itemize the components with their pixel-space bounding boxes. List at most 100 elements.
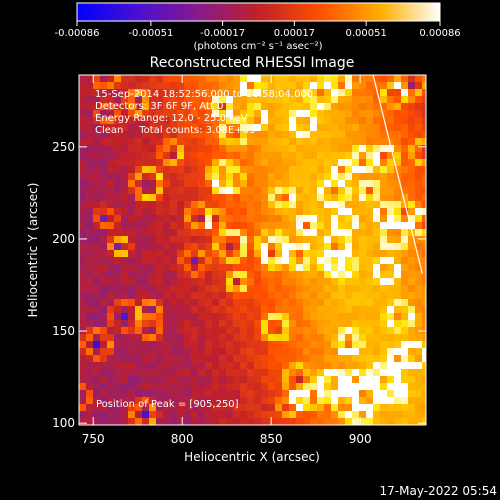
heatmap-pixel [338, 404, 346, 412]
heatmap-pixel [177, 264, 185, 272]
heatmap-pixel [240, 271, 248, 279]
heatmap-pixel [282, 334, 290, 342]
heatmap-pixel [366, 327, 374, 335]
heatmap-pixel [191, 369, 199, 377]
heatmap-pixel [240, 187, 248, 195]
heatmap-pixel [415, 243, 423, 251]
heatmap-pixel [156, 124, 164, 132]
heatmap-pixel [373, 152, 381, 160]
heatmap-pixel [345, 397, 353, 405]
heatmap-pixel [93, 313, 101, 321]
heatmap-pixel [212, 82, 220, 90]
heatmap-pixel [191, 194, 199, 202]
heatmap-pixel [212, 117, 220, 125]
heatmap-pixel [345, 110, 353, 118]
heatmap-pixel [380, 159, 388, 167]
heatmap-pixel [296, 89, 304, 97]
heatmap-pixel [373, 215, 381, 223]
heatmap-pixel [191, 411, 199, 419]
heatmap-pixel [233, 166, 241, 174]
heatmap-pixel [394, 397, 402, 405]
heatmap-pixel [135, 299, 143, 307]
heatmap-pixel [149, 82, 157, 90]
heatmap-pixel [387, 82, 395, 90]
heatmap-pixel [359, 334, 367, 342]
heatmap-pixel [366, 299, 374, 307]
heatmap-pixel [408, 292, 416, 300]
heatmap-pixel [331, 257, 339, 265]
heatmap-pixel [352, 208, 360, 216]
heatmap-pixel [324, 89, 332, 97]
heatmap-pixel [247, 327, 255, 335]
heatmap-pixel [401, 117, 409, 125]
heatmap-pixel [373, 173, 381, 181]
heatmap-pixel [226, 208, 234, 216]
heatmap-pixel [387, 397, 395, 405]
heatmap-pixel [219, 257, 227, 265]
heatmap-pixel [422, 110, 426, 118]
heatmap-pixel [289, 320, 297, 328]
heatmap-pixel [233, 201, 241, 209]
heatmap-pixel [149, 187, 157, 195]
heatmap-pixel [205, 173, 213, 181]
heatmap-pixel [142, 117, 150, 125]
heatmap-pixel [156, 376, 164, 384]
heatmap-pixel [261, 369, 269, 377]
heatmap-pixel [373, 306, 381, 314]
heatmap-pixel [275, 82, 283, 90]
heatmap-pixel [149, 348, 157, 356]
heatmap-pixel [352, 257, 360, 265]
heatmap-pixel [387, 376, 395, 384]
heatmap-pixel [282, 194, 290, 202]
heatmap-pixel [380, 229, 388, 237]
heatmap-pixel [184, 285, 192, 293]
heatmap-pixel [135, 243, 143, 251]
heatmap-pixel [184, 243, 192, 251]
heatmap-pixel [296, 208, 304, 216]
heatmap-pixel [219, 187, 227, 195]
heatmap-pixel [296, 124, 304, 132]
heatmap-pixel [366, 257, 374, 265]
heatmap-pixel [219, 348, 227, 356]
heatmap-pixel [135, 362, 143, 370]
heatmap-pixel [247, 264, 255, 272]
heatmap-pixel [352, 82, 360, 90]
heatmap-pixel [149, 138, 157, 146]
heatmap-pixel [107, 215, 115, 223]
heatmap-pixel [100, 89, 108, 97]
heatmap-pixel [331, 131, 339, 139]
heatmap-pixel [317, 418, 325, 425]
heatmap-pixel [366, 285, 374, 293]
heatmap-pixel [289, 285, 297, 293]
heatmap-pixel [401, 299, 409, 307]
heatmap-pixel [219, 306, 227, 314]
heatmap-pixel [415, 292, 423, 300]
heatmap-pixel [240, 89, 248, 97]
heatmap-pixel [135, 355, 143, 363]
heatmap-pixel [114, 411, 122, 419]
heatmap-pixel [275, 103, 283, 111]
heatmap-pixel [226, 369, 234, 377]
heatmap-pixel [296, 292, 304, 300]
heatmap-pixel [345, 271, 353, 279]
heatmap-pixel [254, 334, 262, 342]
heatmap-pixel [247, 306, 255, 314]
heatmap-pixel [226, 117, 234, 125]
heatmap-pixel [394, 180, 402, 188]
heatmap-pixel [352, 117, 360, 125]
heatmap-pixel [387, 306, 395, 314]
heatmap-pixel [198, 110, 206, 118]
heatmap-pixel [114, 103, 122, 111]
heatmap-pixel [408, 173, 416, 181]
heatmap-pixel [156, 348, 164, 356]
heatmap-pixel [338, 327, 346, 335]
heatmap-pixel [373, 264, 381, 272]
heatmap-pixel [352, 201, 360, 209]
heatmap-pixel [366, 348, 374, 356]
heatmap-pixel [317, 299, 325, 307]
heatmap-pixel [408, 362, 416, 370]
heatmap-pixel [191, 173, 199, 181]
heatmap-pixel [338, 75, 346, 83]
heatmap-pixel [170, 250, 178, 258]
heatmap-pixel [282, 313, 290, 321]
